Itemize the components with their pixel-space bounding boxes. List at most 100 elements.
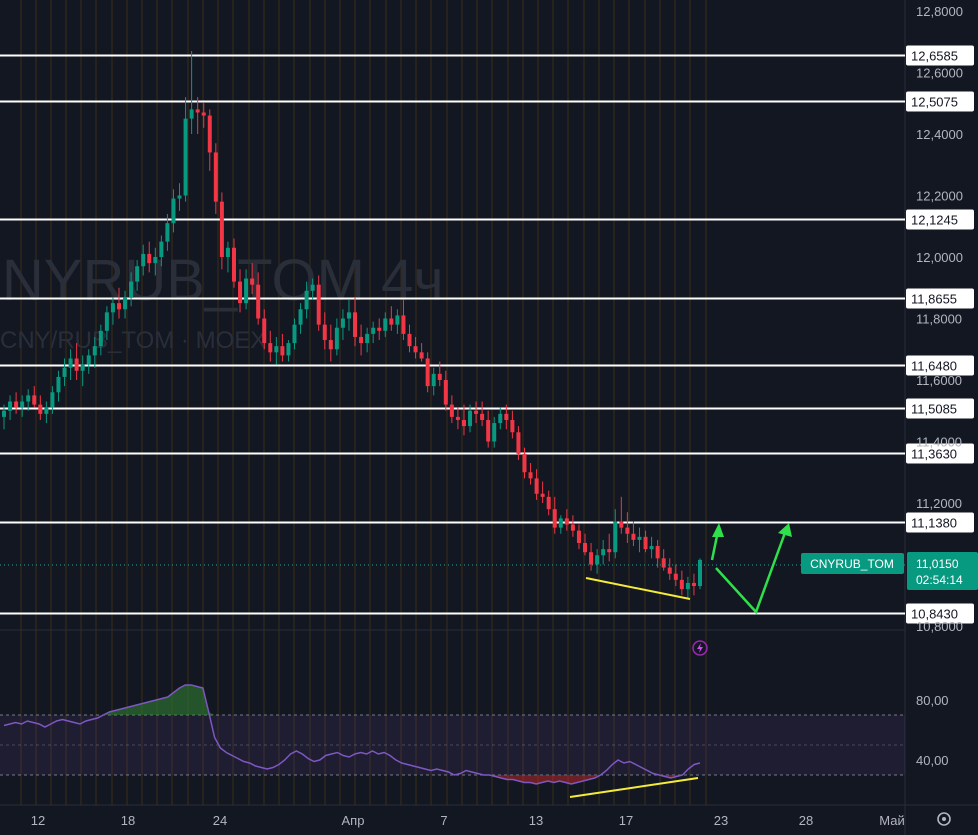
candle-body — [480, 413, 485, 420]
candle-body — [613, 521, 618, 553]
watermark-description: CNY/RUB_TOM · MOEX — [0, 327, 266, 354]
candle-body — [74, 358, 79, 371]
price-tick-label: 10,8000 — [916, 619, 963, 634]
candle-body — [407, 333, 412, 347]
candle-body — [564, 518, 569, 525]
candle-body — [50, 392, 55, 408]
session-stripe — [567, 0, 569, 805]
session-stripe — [187, 0, 189, 805]
candle-body — [661, 558, 666, 568]
candle-body — [383, 318, 388, 331]
candle-body — [486, 419, 491, 442]
level-tag-label: 11,6480 — [911, 359, 957, 374]
session-stripe — [95, 0, 97, 805]
time-tick-label: 13 — [529, 813, 543, 828]
candle-body — [431, 373, 436, 387]
candle-body — [304, 290, 309, 310]
session-stripe — [689, 0, 691, 805]
candle-body — [129, 281, 134, 297]
session-stripe — [537, 0, 539, 805]
candle-body — [474, 410, 479, 414]
candle-body — [177, 195, 182, 199]
session-stripe — [400, 0, 402, 805]
candle-body — [516, 432, 521, 454]
session-stripe — [65, 0, 67, 805]
arrowhead-right-icon — [778, 523, 792, 537]
session-stripe — [674, 0, 676, 805]
session-stripe — [126, 0, 128, 805]
session-stripe — [583, 0, 585, 805]
level-tag-label: 12,1245 — [911, 213, 958, 228]
price-tick-label: 12,6000 — [916, 66, 963, 81]
session-stripe — [369, 0, 371, 805]
rsi-tick-label: 40,00 — [916, 753, 949, 768]
settings-gear-icon[interactable] — [937, 812, 951, 826]
candle-body — [141, 253, 146, 267]
time-tick-label: 18 — [121, 813, 135, 828]
session-stripe — [354, 0, 356, 805]
candle-body — [401, 315, 406, 334]
candle-body — [116, 303, 121, 310]
session-stripe — [491, 0, 493, 805]
price-tick-label: 12,0000 — [916, 250, 963, 265]
candle-body — [274, 346, 279, 353]
session-stripe — [644, 0, 646, 805]
candle-body — [334, 327, 339, 350]
candle-body — [455, 416, 460, 420]
candle-body — [328, 340, 333, 350]
countdown-timer: 02:54:14 — [916, 573, 963, 587]
candle-body — [322, 324, 327, 341]
rsi-series — [3, 684, 701, 785]
time-tick-label: 12 — [31, 813, 45, 828]
candlestick-series — [2, 50, 702, 599]
event-flash-icon[interactable] — [692, 640, 708, 656]
price-tick-label: 12,2000 — [916, 189, 963, 204]
session-stripe — [248, 0, 250, 805]
candle-body — [219, 201, 224, 257]
candle-body — [371, 327, 376, 334]
level-tag-label: 11,1380 — [911, 516, 957, 531]
candle-body — [601, 549, 606, 556]
candle-body — [637, 536, 642, 540]
candle-body — [32, 395, 37, 405]
last-price-tag — [907, 552, 978, 590]
session-stripe — [202, 0, 204, 805]
candle-body — [92, 346, 97, 356]
rsi-overbought-fill — [4, 685, 700, 715]
candle-body — [56, 376, 61, 393]
candle-body — [558, 518, 563, 528]
time-tick-label: Апр — [342, 813, 365, 828]
candle-body — [461, 419, 466, 427]
level-tag — [906, 45, 974, 66]
candle-body — [201, 112, 206, 116]
candle-body — [353, 312, 358, 337]
session-stripe — [293, 0, 295, 805]
candle-body — [631, 533, 636, 540]
level-tag-label: 11,3630 — [911, 447, 957, 462]
flash-icon — [697, 643, 703, 653]
candle-body — [123, 296, 128, 310]
candle-body — [213, 152, 218, 202]
candle-body — [589, 552, 594, 565]
price-tick-label: 12,8000 — [916, 4, 963, 19]
horizontal-levels[interactable]: 12,6585 12,5075 12,1245 11,8655 11,6480 11,50… — [0, 45, 974, 624]
time-tick-label: 7 — [440, 813, 447, 828]
candle-body — [225, 247, 230, 257]
candle-body — [104, 312, 109, 331]
candle-body — [310, 284, 315, 291]
support-trendline[interactable] — [585, 577, 691, 600]
session-stripe — [232, 0, 234, 805]
time-axis[interactable]: 12 18 24 Апр 7 13 17 23 28 Май — [31, 813, 905, 828]
price-axis[interactable]: 12,8000 12,6000 12,4000 12,2000 12,0000 11,80… — [916, 4, 963, 768]
candle-body — [534, 478, 539, 494]
candle-body — [153, 257, 158, 264]
session-stripe — [217, 0, 219, 805]
rsi-trendline[interactable] — [569, 777, 699, 798]
forecast-path[interactable] — [715, 529, 788, 615]
candle-body — [691, 582, 696, 587]
candle-body — [595, 555, 600, 565]
session-stripe — [659, 0, 661, 805]
candle-body — [159, 241, 164, 257]
